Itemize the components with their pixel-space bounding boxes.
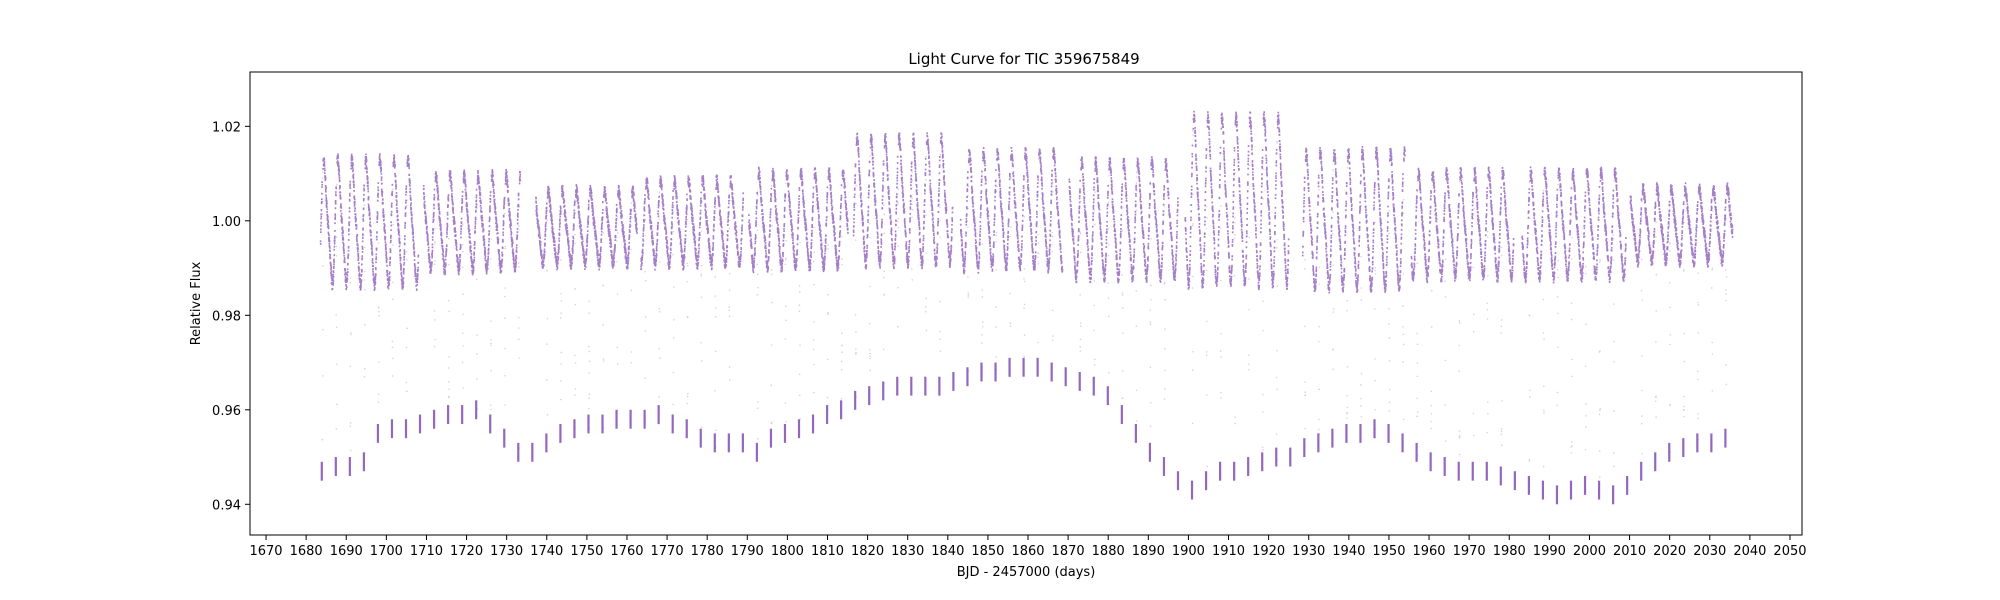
x-tick-label: 1680 (290, 544, 323, 559)
x-tick-label: 1820 (851, 544, 884, 559)
x-tick-label: 1810 (811, 544, 844, 559)
x-tick-label: 1980 (1493, 544, 1526, 559)
plot-frame (249, 71, 1803, 536)
y-tick-label: 1.02 (212, 120, 241, 135)
x-tick-label: 1990 (1533, 544, 1566, 559)
data-points (319, 110, 1734, 505)
x-tick-label: 1830 (891, 544, 924, 559)
x-tick-label: 1950 (1372, 544, 1405, 559)
y-tick-label: 0.96 (212, 404, 241, 419)
x-tick-label: 1710 (410, 544, 443, 559)
x-tick-label: 1960 (1412, 544, 1445, 559)
x-tick-label: 1770 (651, 544, 684, 559)
x-tick-label: 1750 (570, 544, 603, 559)
x-tick-label: 1790 (731, 544, 764, 559)
x-tick-label: 1800 (771, 544, 804, 559)
y-axis-label: Relative Flux (189, 261, 204, 345)
x-tick-label: 1970 (1453, 544, 1486, 559)
x-tick-label: 1920 (1252, 544, 1285, 559)
x-axis-label: BJD - 2457000 (days) (957, 565, 1096, 580)
x-tick-label: 1860 (1011, 544, 1044, 559)
x-tick-label: 1840 (931, 544, 964, 559)
x-tick-label: 1940 (1332, 544, 1365, 559)
chart-title: Light Curve for TIC 359675849 (908, 50, 1139, 68)
x-axis: 1670 1680 1690 1700 1710 1720 1730 1740 1750 1760… (249, 535, 1807, 559)
x-tick-label: 1760 (610, 544, 643, 559)
y-axis: 0.94 0.96 0.98 1.00 1.02 (212, 120, 250, 513)
x-tick-label: 1780 (691, 544, 724, 559)
x-tick-label: 1740 (530, 544, 563, 559)
x-tick-label: 1690 (330, 544, 363, 559)
x-tick-label: 1890 (1132, 544, 1165, 559)
x-tick-label: 1700 (370, 544, 403, 559)
y-tick-label: 0.98 (212, 309, 241, 324)
x-tick-label: 1900 (1172, 544, 1205, 559)
x-tick-label: 2000 (1573, 544, 1606, 559)
x-tick-label: 1670 (249, 544, 282, 559)
y-tick-label: 0.94 (212, 498, 241, 513)
x-tick-label: 1850 (971, 544, 1004, 559)
x-tick-label: 1880 (1092, 544, 1125, 559)
x-tick-label: 2030 (1693, 544, 1726, 559)
x-tick-label: 1910 (1212, 544, 1245, 559)
x-tick-label: 2020 (1653, 544, 1686, 559)
x-tick-label: 1870 (1052, 544, 1085, 559)
x-tick-label: 2040 (1733, 544, 1766, 559)
x-tick-label: 1720 (450, 544, 483, 559)
x-tick-label: 2010 (1613, 544, 1646, 559)
x-tick-label: 2050 (1773, 544, 1806, 559)
x-tick-label: 1730 (490, 544, 523, 559)
y-tick-label: 1.00 (212, 215, 241, 230)
x-tick-label: 1930 (1292, 544, 1325, 559)
flux-points (319, 110, 1734, 294)
